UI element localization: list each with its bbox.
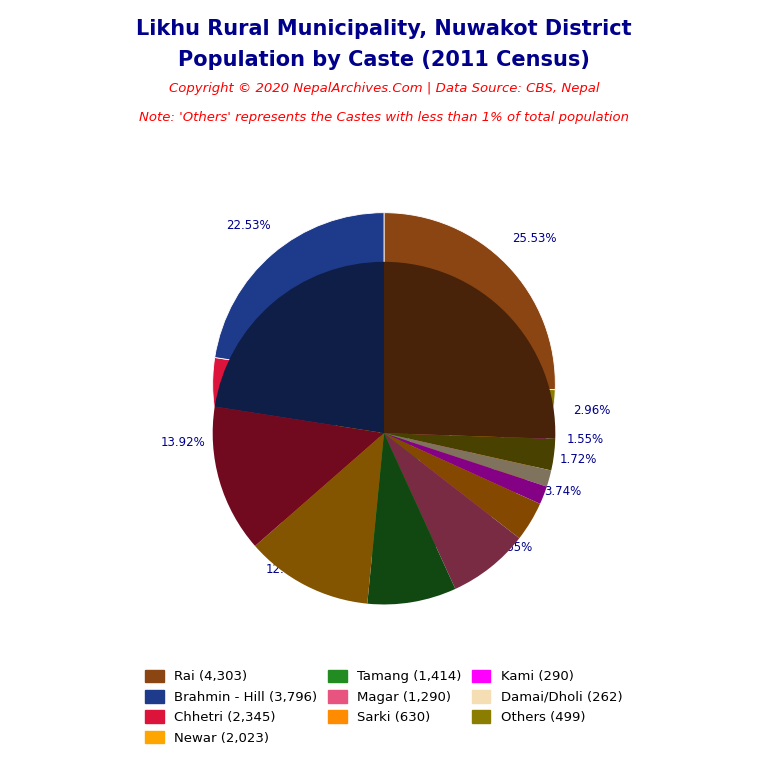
Wedge shape — [384, 433, 540, 538]
Text: 1.72%: 1.72% — [560, 453, 598, 466]
Wedge shape — [384, 384, 551, 438]
Text: 12.00%: 12.00% — [266, 564, 311, 577]
Wedge shape — [213, 406, 384, 546]
Text: Copyright © 2020 NepalArchives.Com | Data Source: CBS, Nepal: Copyright © 2020 NepalArchives.Com | Dat… — [169, 82, 599, 95]
Text: Likhu Rural Municipality, Nuwakot District: Likhu Rural Municipality, Nuwakot Distri… — [136, 19, 632, 39]
Wedge shape — [384, 384, 519, 540]
Wedge shape — [213, 357, 384, 497]
Wedge shape — [384, 433, 519, 589]
Text: 13.92%: 13.92% — [161, 435, 206, 449]
Wedge shape — [384, 433, 551, 487]
Wedge shape — [215, 262, 384, 433]
Wedge shape — [367, 433, 455, 604]
Text: 8.39%: 8.39% — [400, 584, 437, 597]
Legend: Rai (4,303), Brahmin - Hill (3,796), Chhetri (2,345), Newar (2,023), Tamang (1,4: Rai (4,303), Brahmin - Hill (3,796), Chh… — [140, 664, 628, 750]
Text: 3.74%: 3.74% — [545, 485, 581, 498]
Text: Population by Caste (2011 Census): Population by Caste (2011 Census) — [178, 50, 590, 70]
Wedge shape — [384, 433, 555, 471]
Text: 2.96%: 2.96% — [573, 404, 610, 417]
Wedge shape — [367, 384, 455, 555]
Wedge shape — [255, 433, 384, 604]
Wedge shape — [255, 384, 384, 554]
Text: 22.53%: 22.53% — [226, 219, 270, 232]
Wedge shape — [384, 213, 555, 389]
Wedge shape — [384, 384, 547, 455]
Wedge shape — [215, 213, 384, 384]
Text: 7.65%: 7.65% — [495, 541, 532, 554]
Text: Note: 'Others' represents the Castes with less than 1% of total population: Note: 'Others' represents the Castes wit… — [139, 111, 629, 124]
Text: 1.55%: 1.55% — [567, 433, 604, 446]
Wedge shape — [384, 262, 555, 439]
Text: 25.53%: 25.53% — [512, 232, 557, 245]
Wedge shape — [384, 384, 555, 422]
Wedge shape — [384, 384, 540, 489]
Wedge shape — [384, 433, 547, 504]
